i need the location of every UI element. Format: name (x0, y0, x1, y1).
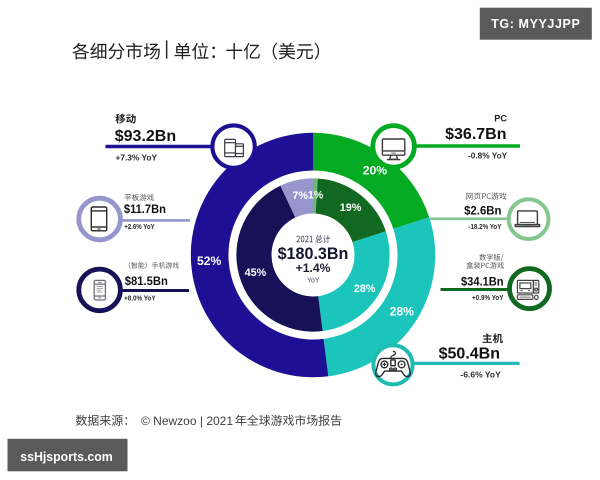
svg-text:$93.2Bn: $93.2Bn (115, 128, 176, 145)
svg-text:$36.7Bn: $36.7Bn (445, 126, 506, 143)
svg-text:© Newzoo | 2021: © Newzoo | 2021 (141, 414, 233, 428)
svg-text:28%: 28% (354, 283, 376, 295)
svg-text:$81.5Bn: $81.5Bn (125, 276, 168, 288)
svg-text:+8.0% YoY: +8.0% YoY (124, 295, 156, 302)
svg-text:$11.7Bn: $11.7Bn (124, 204, 166, 216)
svg-text:45%: 45% (245, 267, 267, 279)
svg-text:$2.6Bn: $2.6Bn (464, 206, 501, 218)
svg-text:-0.8% YoY: -0.8% YoY (468, 150, 508, 160)
svg-text:19%: 19% (340, 202, 362, 214)
svg-text:TG: MYYJJPP: TG: MYYJJPP (491, 17, 580, 31)
svg-text:$180.3Bn: $180.3Bn (278, 245, 349, 263)
svg-text:+7.3% YoY: +7.3% YoY (116, 153, 158, 163)
svg-text:ssHjsports.com: ssHjsports.com (20, 449, 113, 464)
svg-text:28%: 28% (390, 304, 415, 318)
svg-text:$34.1Bn: $34.1Bn (461, 277, 504, 289)
svg-text:$50.4Bn: $50.4Bn (439, 345, 500, 362)
svg-text:1%: 1% (308, 190, 324, 202)
svg-text:7%: 7% (292, 190, 308, 202)
svg-text:-18.2% YoY: -18.2% YoY (468, 224, 501, 231)
svg-text:PC: PC (494, 114, 507, 124)
svg-text:20%: 20% (363, 164, 388, 178)
svg-text:52%: 52% (197, 254, 222, 268)
svg-text:YoY: YoY (307, 277, 320, 284)
svg-text:+2.6% YoY: +2.6% YoY (124, 224, 155, 231)
svg-text:+1.4%: +1.4% (296, 261, 331, 275)
svg-text:+0.9% YoY: +0.9% YoY (472, 295, 504, 302)
svg-text:-6.6% YoY: -6.6% YoY (460, 370, 501, 380)
